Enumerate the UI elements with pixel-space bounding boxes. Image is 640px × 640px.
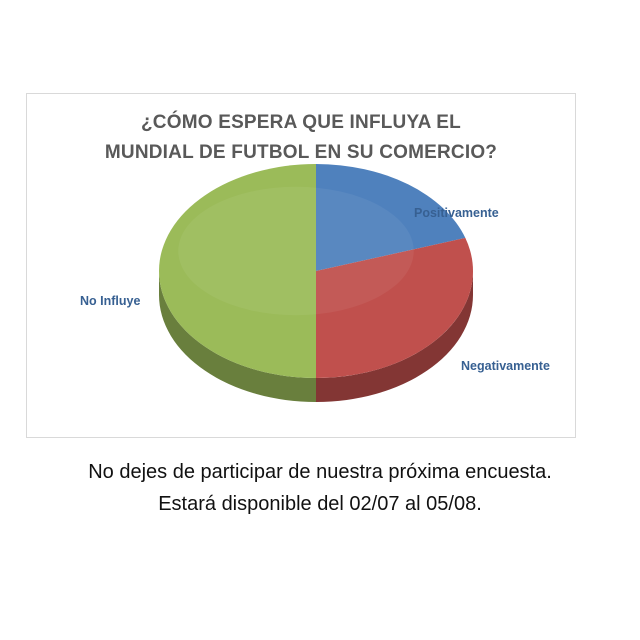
pie-slice-positivamente (316, 164, 466, 271)
slice-label-negativamente: Negativamente (461, 359, 550, 373)
pie-slice-no-influye (159, 164, 316, 378)
pie-side-no-influye (159, 271, 316, 402)
chart-title-line-2: MUNDIAL DE FUTBOL EN SU COMERCIO? (104, 142, 498, 163)
caption-line-2: Estará disponible del 02/07 al 05/08. (158, 493, 482, 515)
chart-title-line-1: ¿CÓMO ESPERA QUE INFLUYA EL (141, 112, 461, 133)
pie-slice-negativamente (316, 237, 474, 378)
chart-title: ¿CÓMO ESPERA QUE INFLUYA EL MUNDIAL DE F… (27, 108, 575, 168)
slice-label-positivamente: Positivamente (414, 206, 499, 220)
pie-highlight (178, 186, 414, 316)
caption-line-1: No dejes de participar de nuestra próxim… (88, 461, 552, 483)
pie-chart (159, 164, 474, 402)
slice-label-no-influye: No Influye (80, 294, 141, 308)
caption: No dejes de participar de nuestra próxim… (0, 456, 640, 520)
pie-side-negativamente (316, 271, 473, 402)
chart-frame: ¿CÓMO ESPERA QUE INFLUYA EL MUNDIAL DE F… (26, 93, 576, 438)
